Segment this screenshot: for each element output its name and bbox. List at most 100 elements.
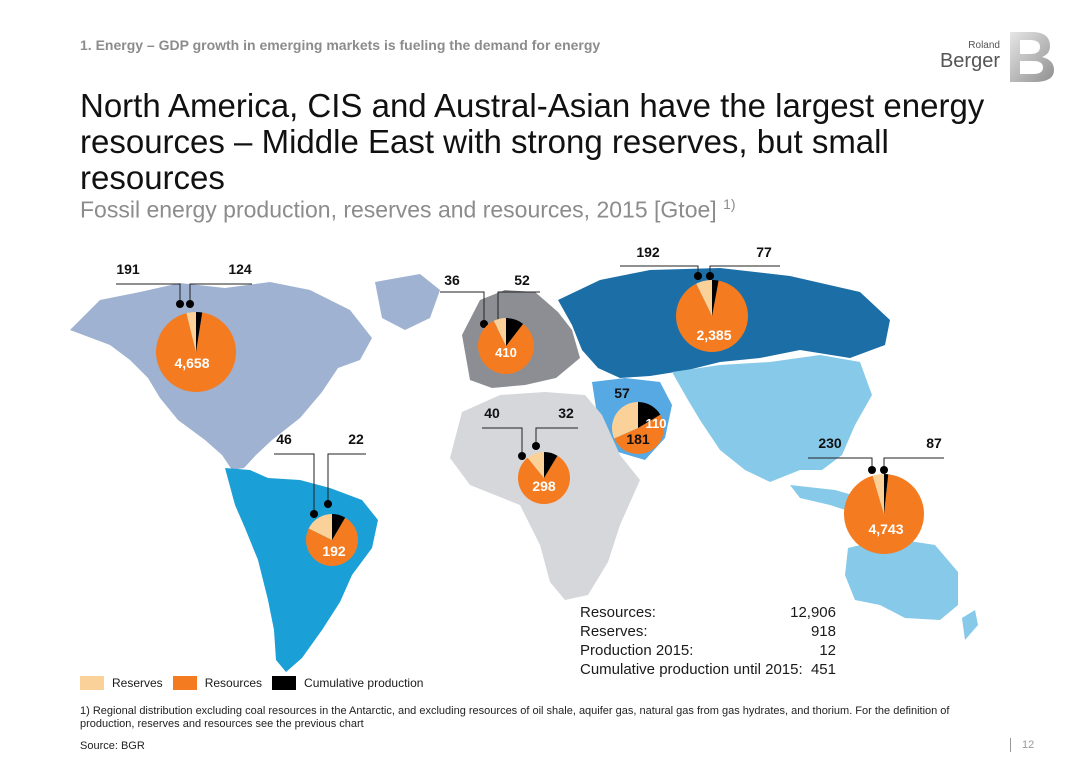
pie-slice-reserves — [308, 514, 332, 540]
legend-label: Reserves — [112, 676, 163, 690]
australia-region — [845, 538, 958, 620]
cumulative-production-value-label: 22 — [348, 431, 364, 447]
subtitle-text: Fossil energy production, reserves and r… — [80, 196, 717, 223]
resources-value-label: 4,658 — [174, 355, 209, 371]
leader-line-reserves — [116, 283, 181, 304]
reserves-value-label: 36 — [444, 272, 460, 288]
leader-dot — [532, 442, 540, 450]
section-kicker: 1. Energy – GDP growth in emerging marke… — [80, 37, 601, 53]
footnote: 1) Regional distribution excluding coal … — [80, 705, 950, 730]
legend-item-reserves: Reserves — [80, 676, 163, 690]
cumulative-production-value-label: 32 — [558, 405, 574, 421]
summary-value: 451 — [810, 661, 836, 678]
resources-value-label: 410 — [495, 345, 517, 360]
leader-dot — [518, 452, 526, 460]
leader-line-cumulative — [535, 427, 578, 446]
leader-line-reserves — [440, 291, 485, 324]
summary-row-resources: Resources: 12,906 — [580, 603, 836, 622]
leader-dot — [324, 500, 332, 508]
cumulative-production-value-label: 87 — [926, 435, 942, 451]
legend-label: Cumulative production — [304, 676, 424, 690]
logo-line1: Roland — [968, 40, 1000, 51]
logo-b-mark — [1010, 32, 1054, 82]
resources-value-label: 181 — [626, 431, 650, 447]
pie-slice-cumulative-production — [196, 312, 203, 352]
summary-label: Production 2015: — [580, 642, 694, 659]
pie-slice-resources — [844, 474, 924, 554]
leader-line-cumulative — [189, 283, 252, 304]
pie-slice-reserves — [493, 318, 506, 346]
cumulative-production-value-label: 77 — [756, 244, 772, 260]
summary-value: 12 — [819, 642, 836, 659]
chart-subtitle: Fossil energy production, reserves and r… — [80, 196, 736, 224]
summary-label: Reserves: — [580, 623, 648, 640]
pie-slice-resources — [675, 280, 748, 353]
pie-slice-cumulative-production — [884, 474, 889, 514]
cumulative-production-value-label: 57 — [614, 385, 630, 401]
pie-slice-resources — [614, 414, 664, 454]
leader-line-cumulative — [327, 453, 366, 504]
leader-dot — [880, 466, 888, 474]
reserves-value-label: 230 — [818, 435, 842, 451]
reserves-value-label: 40 — [484, 405, 500, 421]
summary-value: 12,906 — [790, 604, 836, 621]
summary-label: Cumulative production until 2015: — [580, 661, 803, 678]
resources-value-label: 192 — [322, 543, 346, 559]
resources-value-label: 2,385 — [696, 327, 731, 343]
leader-lines-layer — [116, 265, 944, 518]
pie-slice-resources — [306, 517, 358, 566]
pie-slice-resources — [518, 455, 570, 505]
leader-line-cumulative — [883, 457, 944, 470]
legend-swatch-reserves — [80, 676, 104, 690]
leader-dot — [186, 300, 194, 308]
page-number: 12 — [1022, 739, 1035, 751]
pie-slice-reserves — [186, 312, 196, 352]
source-note: Source: BGR — [80, 740, 145, 752]
reserves-value-label: 46 — [276, 431, 292, 447]
legend-label: Resources — [204, 676, 263, 690]
logo-line2: Berger — [939, 50, 1000, 72]
leader-line-cumulative — [497, 291, 540, 324]
summary-value: 918 — [810, 623, 836, 640]
leader-line-reserves — [482, 427, 523, 456]
pies-layer — [155, 280, 924, 566]
summary-row-reserves: Reserves: 918 — [580, 622, 836, 641]
pie-slice-reserves — [612, 402, 638, 439]
legend-swatch-resources — [172, 676, 197, 690]
asia-pacific-region — [672, 355, 872, 482]
subtitle-footnote-ref: 1) — [723, 196, 736, 212]
resources-value-label: 298 — [532, 478, 556, 494]
pie-slice-cumulative-production — [638, 402, 661, 428]
chart-legend: Reserves Resources Cumulative production — [80, 676, 433, 690]
page-title: North America, CIS and Austral-Asian hav… — [80, 87, 985, 196]
pie-slice-cumulative-production — [712, 280, 719, 316]
roland-berger-logo: Roland Berger — [940, 30, 1058, 82]
leader-dot — [176, 300, 184, 308]
resources-value-label: 4,743 — [868, 521, 903, 537]
pie-slice-reserves — [696, 280, 712, 316]
summary-row-production: Production 2015: 12 — [580, 641, 836, 660]
page-divider — [1010, 738, 1011, 752]
leader-dot — [480, 320, 488, 328]
summary-row-cumulative: Cumulative production until 2015: 451 — [580, 660, 836, 679]
summary-label: Resources: — [580, 604, 656, 621]
legend-swatch-cumulative — [272, 676, 297, 690]
new-zealand-region — [962, 610, 978, 640]
cumulative-production-value-label: 52 — [514, 272, 530, 288]
leader-dot — [706, 272, 714, 280]
leader-dot — [694, 272, 702, 280]
leader-dot — [868, 466, 876, 474]
greenland-region — [375, 274, 440, 330]
global-summary: Resources: 12,906 Reserves: 918 Production… — [580, 603, 836, 679]
pie-slice-cumulative-production — [332, 514, 346, 540]
pie-slice-cumulative-production — [506, 318, 524, 346]
pie-slice-resources — [477, 320, 534, 375]
latin-america-region — [225, 468, 378, 672]
pie-slice-reserves — [527, 452, 544, 478]
reserves-value-label: 191 — [116, 261, 140, 277]
pie-slice-cumulative-production — [544, 452, 558, 478]
reserves-value-label: 110 — [646, 416, 667, 431]
leader-dot — [310, 510, 318, 518]
labels-layer: 191 124 4,658 36 52 410 192 77 2,385 110 57 181 40 32… — [116, 244, 942, 559]
